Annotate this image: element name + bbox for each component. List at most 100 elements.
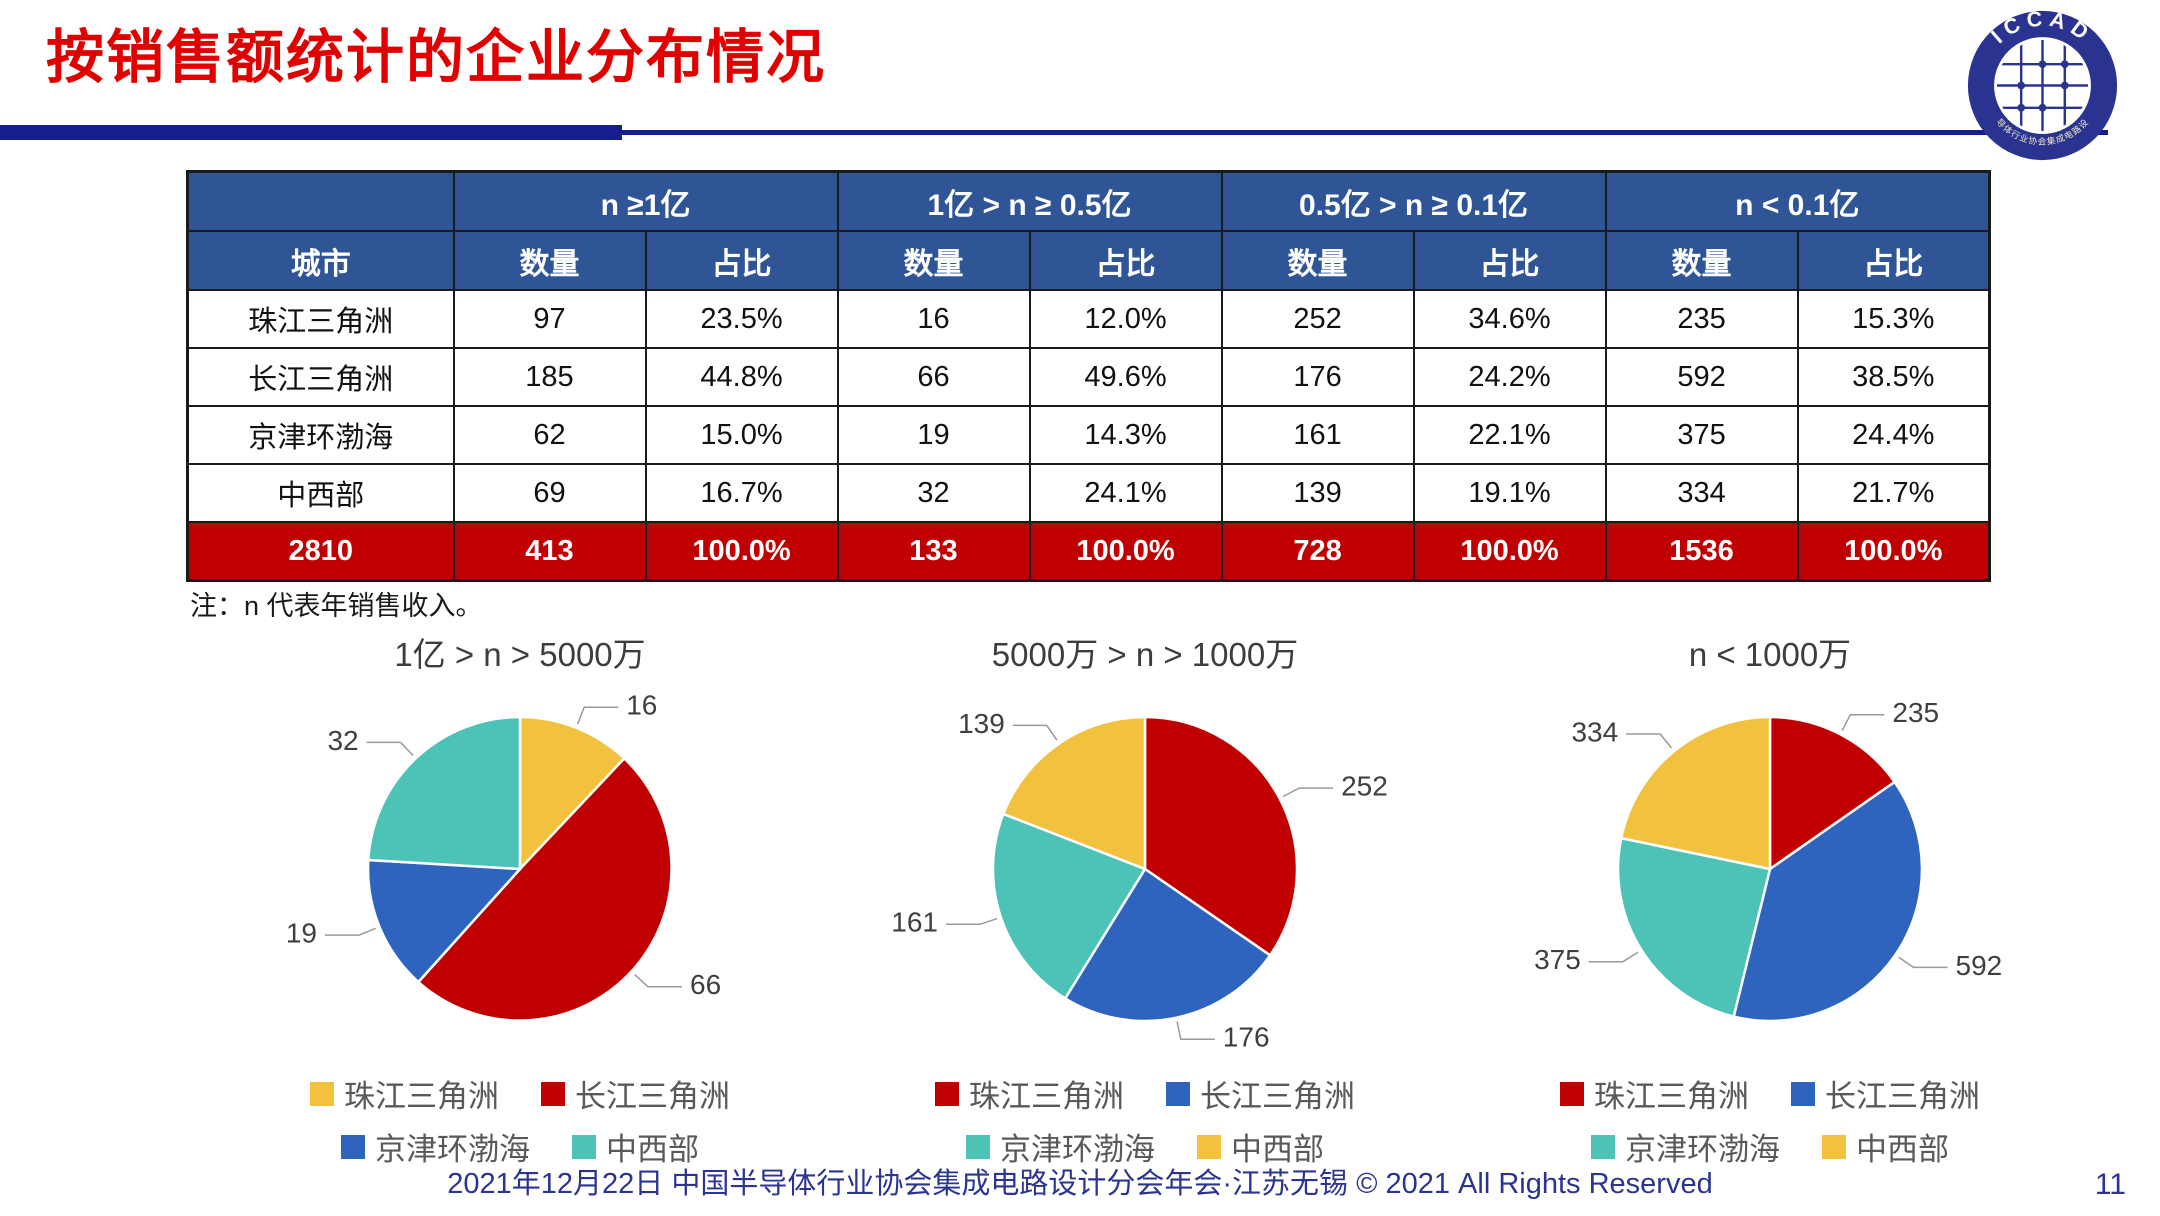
- group-header-2: 1亿 > n ≥ 0.5亿: [836, 170, 1223, 232]
- legend-item: 珠江三角洲: [310, 1071, 499, 1116]
- legend-label: 长江三角洲: [575, 1079, 730, 1114]
- legend-label: 中西部: [1856, 1132, 1949, 1167]
- label-leader-line: [1282, 787, 1334, 798]
- pie-slice: [366, 858, 523, 984]
- legend-row: 珠江三角洲 长江三角洲: [1560, 1071, 1980, 1116]
- chart-legend: 珠江三角洲 长江三角洲京津环渤海 中西部: [225, 1071, 815, 1169]
- pie-value-label: 16: [626, 690, 657, 721]
- pie-slice: [366, 715, 522, 871]
- city-cell: 中西部: [186, 463, 455, 523]
- pie-chart-block-1: 1亿 > n > 5000万 16 66 19 32 珠江三角洲 长江三角洲 京津环渤海 中…: [225, 628, 815, 1169]
- legend-label: 中西部: [1231, 1132, 1324, 1167]
- legend-swatch-icon: [935, 1081, 959, 1106]
- logo-die-dots: [2017, 60, 2069, 112]
- legend-swatch-icon: [341, 1134, 365, 1159]
- legend-label: 京津环渤海: [1000, 1132, 1155, 1167]
- legend-swatch-icon: [572, 1134, 596, 1159]
- divider-thin-segment: [622, 130, 2108, 135]
- legend-swatch-icon: [1166, 1081, 1190, 1106]
- legend-item: 珠江三角洲: [935, 1071, 1124, 1116]
- value-cell: 97: [452, 289, 647, 349]
- pie-slice: [1001, 715, 1147, 871]
- footer-text: 2021年12月22日 中国半导体行业协会集成电路设计分会年会·江苏无锡 © 2…: [447, 1168, 1713, 1200]
- legend-item: 中西部: [1197, 1124, 1324, 1169]
- value-cell: 21.7%: [1796, 463, 1991, 523]
- pie-svg: 235 592 375 334: [1534, 697, 2002, 1023]
- legend-swatch-icon: [541, 1081, 565, 1106]
- legend-swatch-icon: [1197, 1134, 1221, 1159]
- value-cell: 176: [1220, 347, 1415, 407]
- legend-label: 京津环渤海: [1625, 1132, 1780, 1167]
- label-leader-line: [634, 974, 682, 988]
- value-cell: 69: [452, 463, 647, 523]
- legend-swatch-icon: [1560, 1081, 1584, 1106]
- legend-item: 中西部: [572, 1124, 699, 1169]
- value-cell: 185: [452, 347, 647, 407]
- value-cell: 235: [1604, 289, 1799, 349]
- value-cell: 22.1%: [1412, 405, 1607, 465]
- table-row: 中西部 69 16.7% 32 24.1% 139 19.1% 334 21.7%: [186, 463, 1991, 523]
- label-leader-line: [1626, 733, 1673, 749]
- value-cell: 34.6%: [1412, 289, 1607, 349]
- divider-thick-segment: [0, 125, 622, 140]
- qty-header: 数量: [836, 230, 1031, 291]
- chart-legend: 珠江三角洲 长江三角洲京津环渤海 中西部: [1475, 1071, 2065, 1169]
- value-cell: 592: [1604, 347, 1799, 407]
- chart-legend: 珠江三角洲 长江三角洲京津环渤海 中西部: [850, 1071, 1440, 1169]
- pie-slice: [1143, 715, 1299, 958]
- label-leader-line: [1898, 956, 1948, 969]
- qty-header: 数量: [1604, 230, 1799, 291]
- legend-row: 京津环渤海 中西部: [341, 1124, 699, 1169]
- value-cell: 23.5%: [644, 289, 839, 349]
- legend-label: 珠江三角洲: [969, 1079, 1124, 1114]
- pie-value-label: 252: [1341, 770, 1388, 801]
- pie-value-label: 66: [690, 969, 721, 1000]
- legend-label: 长江三角洲: [1200, 1079, 1355, 1114]
- label-leader-line: [1012, 724, 1058, 741]
- legend-item: 长江三角洲: [1166, 1071, 1355, 1116]
- city-cell: 珠江三角洲: [186, 289, 455, 349]
- value-cell: 15.3%: [1796, 289, 1991, 349]
- pie-svg: 252 176 161 139: [891, 708, 1388, 1053]
- value-cell: 14.3%: [1028, 405, 1223, 465]
- qty-header: 数量: [452, 230, 647, 291]
- city-cell: 京津环渤海: [186, 405, 455, 465]
- table-row: 长江三角洲 185 44.8% 66 49.6% 176 24.2% 592 38.5%: [186, 347, 1991, 407]
- pie-slice: [1619, 715, 1772, 871]
- pie-value-label: 334: [1571, 716, 1618, 747]
- label-leader-line: [366, 741, 414, 757]
- pie-slice: [518, 715, 627, 873]
- table-group-header-row: n ≥1亿 1亿 > n ≥ 0.5亿 0.5亿 > n ≥ 0.1亿 n < …: [186, 170, 1991, 232]
- legend-item: 长江三角洲: [541, 1071, 730, 1116]
- page-title: 按销售额统计的企业分布情况: [46, 25, 827, 90]
- corner-cell: [186, 170, 455, 232]
- label-leader-line: [325, 927, 376, 936]
- legend-item: 珠江三角洲: [1560, 1071, 1749, 1116]
- pie-slice: [1616, 836, 1772, 1019]
- legend-swatch-icon: [1791, 1081, 1815, 1106]
- legend-swatch-icon: [310, 1081, 334, 1106]
- value-cell: 15.0%: [644, 405, 839, 465]
- label-leader-line: [1588, 951, 1639, 963]
- total-row: 2810 413 100.0% 133 100.0% 728 100.0% 1536 100.0…: [186, 521, 1991, 582]
- table-subheader-row: 城市 数量 占比 数量 占比 数量 占比 数量 占比: [186, 230, 1991, 291]
- legend-label: 中西部: [606, 1132, 699, 1167]
- pie-value-label: 375: [1534, 944, 1581, 975]
- legend-item: 中西部: [1822, 1124, 1949, 1169]
- legend-row: 京津环渤海 中西部: [966, 1124, 1324, 1169]
- value-cell: 66: [836, 347, 1031, 407]
- iccad-logo: ICCAD 中国半导体行业协会集成电路设计分会: [1965, 8, 2118, 161]
- chart-title: 1亿 > n > 5000万: [394, 636, 646, 673]
- pie-value-label: 235: [1892, 697, 1939, 728]
- total-cell: 100.0%: [1796, 521, 1991, 582]
- group-header-3: 0.5亿 > n ≥ 0.1亿: [1220, 170, 1607, 232]
- pie-slice: [991, 812, 1147, 1001]
- value-cell: 19: [836, 405, 1031, 465]
- pie-slice: [1732, 780, 1924, 1023]
- value-cell: 62: [452, 405, 647, 465]
- value-cell: 139: [1220, 463, 1415, 523]
- label-leader-line: [1841, 713, 1885, 732]
- value-cell: 16: [836, 289, 1031, 349]
- value-cell: 161: [1220, 405, 1415, 465]
- group-header-1: n ≥1亿: [452, 170, 839, 232]
